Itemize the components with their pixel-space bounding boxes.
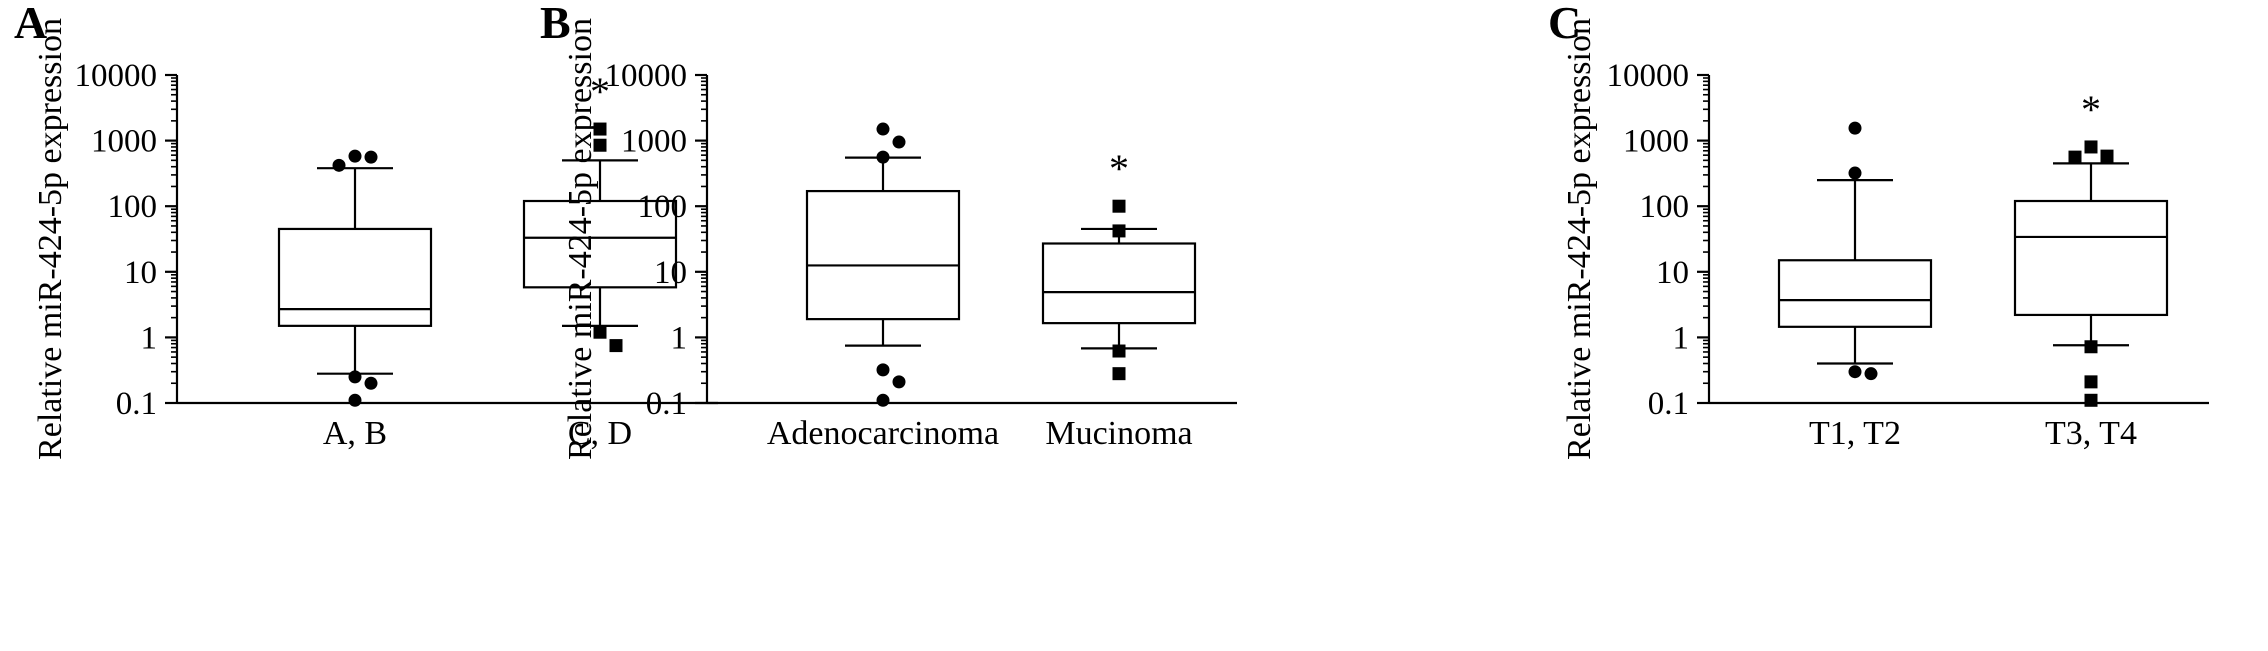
y-tick-label: 10000	[75, 58, 158, 94]
y-tick-label: 1000	[621, 124, 687, 160]
y-tick-label: 10	[1656, 255, 1689, 291]
y-tick-label: 1000	[1623, 124, 1689, 160]
y-tick-label: 1	[141, 320, 158, 356]
y-axis-label: Relative miR-424-5p expression	[1561, 18, 1598, 460]
outlier-point	[1112, 224, 1126, 238]
outlier-point	[593, 122, 607, 136]
iqr-box	[805, 189, 961, 321]
outlier-point	[609, 339, 623, 353]
y-tick-label: 100	[638, 189, 688, 225]
outlier-point	[364, 376, 378, 390]
x-category-label: T1, T2	[1809, 415, 1901, 452]
box-mucinoma: *	[1041, 146, 1197, 381]
y-tick-label: 0.1	[1648, 386, 1689, 422]
outlier-point	[364, 150, 378, 164]
outlier-point	[593, 138, 607, 152]
outlier-point	[892, 135, 906, 149]
outlier-point	[2084, 140, 2098, 154]
y-axis-label: Relative miR-424-5p expression	[32, 18, 69, 460]
x-category-label: Adenocarcinoma	[767, 415, 999, 452]
iqr-box	[522, 199, 678, 289]
outlier-point	[2084, 340, 2098, 354]
outlier-point	[1848, 121, 1862, 135]
outlier-point	[1848, 166, 1862, 180]
outlier-point	[593, 325, 607, 339]
y-tick-label: 1	[671, 320, 688, 356]
iqr-box	[277, 227, 433, 327]
significance-marker: *	[1109, 146, 1129, 191]
outlier-point	[2068, 150, 2082, 164]
x-category-label: T3, T4	[2045, 415, 2137, 452]
outlier-point	[332, 158, 346, 172]
outlier-point	[2100, 149, 2114, 163]
outlier-point	[876, 363, 890, 377]
outlier-point	[876, 150, 890, 164]
y-tick-label: 1	[1673, 320, 1690, 356]
y-tick-label: 1000	[91, 124, 157, 160]
y-tick-label: 0.1	[116, 386, 157, 422]
iqr-box	[1777, 259, 1933, 328]
outlier-point	[876, 393, 890, 407]
outlier-point	[1112, 344, 1126, 358]
outlier-point	[1848, 365, 1862, 379]
significance-marker: *	[2081, 87, 2101, 132]
x-category-label: A, B	[323, 415, 387, 452]
iqr-box	[1041, 242, 1197, 325]
outlier-point	[2084, 375, 2098, 389]
outlier-point	[2084, 393, 2098, 407]
x-category-label: Mucinoma	[1045, 415, 1192, 452]
y-tick-label: 0.1	[646, 386, 687, 422]
box-a-b	[277, 149, 433, 407]
significance-marker: *	[590, 69, 610, 114]
y-tick-label: 100	[108, 189, 158, 225]
outlier-point	[1112, 367, 1126, 381]
panel-letter: A	[14, 0, 47, 48]
panel-letter: B	[540, 0, 571, 48]
y-tick-label: 100	[1640, 189, 1690, 225]
outlier-point	[348, 393, 362, 407]
x-category-label: C, D	[568, 415, 632, 452]
outlier-point	[876, 122, 890, 136]
outlier-point	[1864, 367, 1878, 381]
y-tick-label: 10000	[605, 58, 688, 94]
panel-letter: C	[1548, 0, 1581, 48]
box-t1-t2	[1777, 121, 1933, 381]
outlier-point	[1112, 199, 1126, 213]
outlier-point	[348, 370, 362, 384]
y-tick-label: 10000	[1607, 58, 1690, 94]
outlier-point	[892, 375, 906, 389]
y-tick-label: 10	[124, 255, 157, 291]
box-c-d: *	[522, 69, 678, 353]
box-t3-t4: *	[2013, 87, 2169, 407]
outlier-point	[348, 149, 362, 163]
box-adenocarcinoma	[805, 122, 961, 407]
iqr-box	[2013, 199, 2169, 317]
y-axis-label: Relative miR-424-5p expression	[562, 18, 599, 460]
y-tick-label: 10	[654, 255, 687, 291]
